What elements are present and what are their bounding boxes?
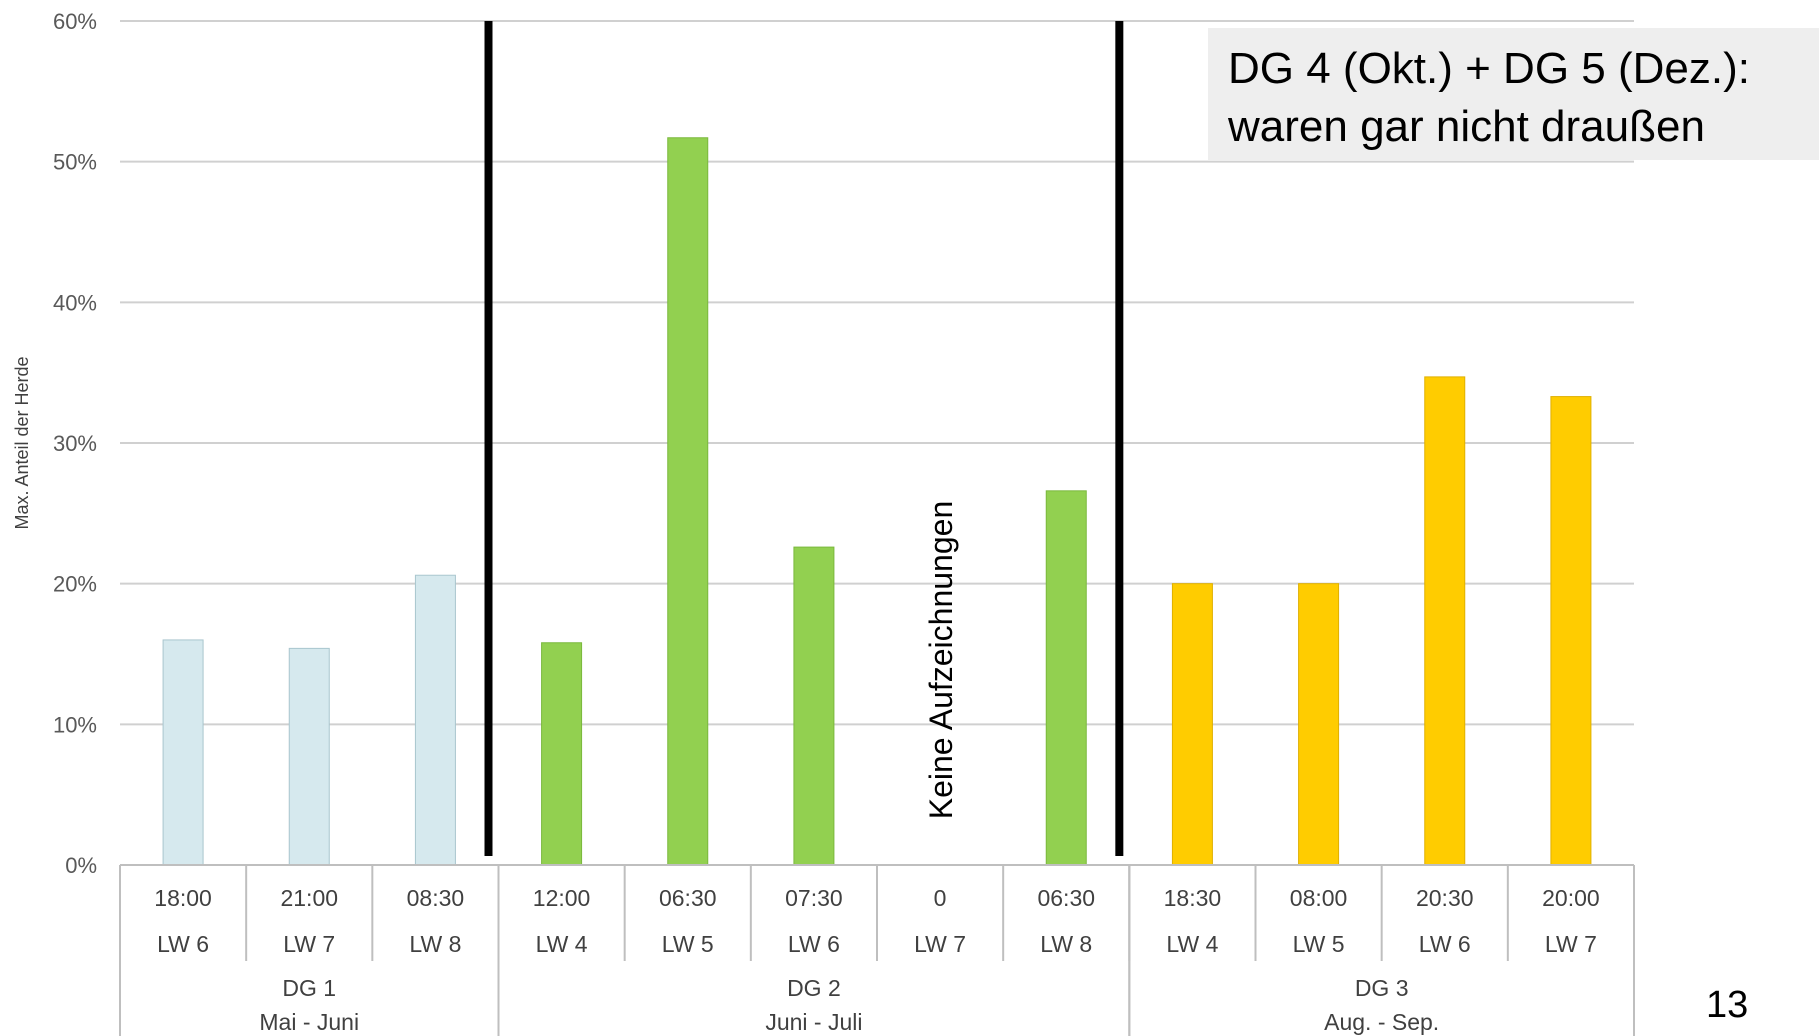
bar — [541, 642, 583, 866]
bar — [414, 574, 456, 866]
y-tick-label: 50% — [53, 150, 97, 175]
group-period-label: Aug. - Sep. — [1324, 1009, 1439, 1035]
bar — [288, 647, 330, 866]
x-tick-week-label: LW 7 — [283, 931, 335, 957]
x-tick-time-label: 08:30 — [407, 885, 465, 911]
callout-line-2: waren gar nicht draußen — [1228, 102, 1705, 151]
x-tick-time-label: 06:30 — [659, 885, 717, 911]
callout-box: DG 4 (Okt.) + DG 5 (Dez.): waren gar nic… — [1208, 28, 1819, 160]
x-tick-week-label: LW 8 — [1040, 931, 1092, 957]
bar — [793, 546, 835, 866]
y-tick-label: 0% — [65, 853, 97, 878]
x-tick-week-label: LW 5 — [1293, 931, 1345, 957]
bar — [1045, 490, 1087, 866]
x-tick-time-label: 08:00 — [1290, 885, 1348, 911]
bar — [1171, 583, 1213, 866]
x-tick-week-label: LW 6 — [1419, 931, 1471, 957]
bar — [1550, 396, 1592, 866]
y-tick-label: 60% — [53, 9, 97, 34]
x-tick-week-label: LW 7 — [914, 931, 966, 957]
y-axis-label: Max. Anteil der Herde — [12, 356, 32, 529]
x-tick-time-label: 21:00 — [280, 885, 338, 911]
x-tick-week-label: LW 6 — [157, 931, 209, 957]
y-tick-label: 30% — [53, 431, 97, 456]
bar — [1424, 376, 1466, 866]
x-tick-time-label: 18:00 — [154, 885, 212, 911]
y-tick-label: 20% — [53, 572, 97, 597]
callout-line-1: DG 4 (Okt.) + DG 5 (Dez.): — [1228, 44, 1750, 93]
group-period-label: Mai - Juni — [259, 1009, 359, 1035]
bar — [1298, 583, 1340, 866]
group-label: DG 2 — [787, 975, 841, 1001]
y-tick-label: 40% — [53, 290, 97, 315]
group-period-label: Juni - Juli — [765, 1009, 862, 1035]
x-tick-time-label: 12:00 — [533, 885, 591, 911]
x-tick-time-label: 06:30 — [1037, 885, 1095, 911]
page-number: 13 — [1706, 984, 1749, 1026]
y-tick-label: 10% — [53, 712, 97, 737]
x-tick-time-label: 18:30 — [1164, 885, 1222, 911]
x-tick-week-label: LW 4 — [1166, 931, 1218, 957]
group-label: DG 1 — [282, 975, 336, 1001]
x-tick-week-label: LW 5 — [662, 931, 714, 957]
x-tick-week-label: LW 6 — [788, 931, 840, 957]
bar — [162, 639, 204, 866]
x-tick-time-label: 07:30 — [785, 885, 843, 911]
bar — [667, 137, 709, 866]
x-tick-time-label: 20:30 — [1416, 885, 1474, 911]
annotation-label: Keine Aufzeichnungen — [923, 501, 959, 819]
group-label: DG 3 — [1355, 975, 1409, 1001]
x-tick-time-label: 0 — [934, 885, 947, 911]
x-tick-week-label: LW 4 — [536, 931, 588, 957]
x-tick-time-label: 20:00 — [1542, 885, 1600, 911]
x-tick-week-label: LW 7 — [1545, 931, 1597, 957]
x-tick-week-label: LW 8 — [409, 931, 461, 957]
